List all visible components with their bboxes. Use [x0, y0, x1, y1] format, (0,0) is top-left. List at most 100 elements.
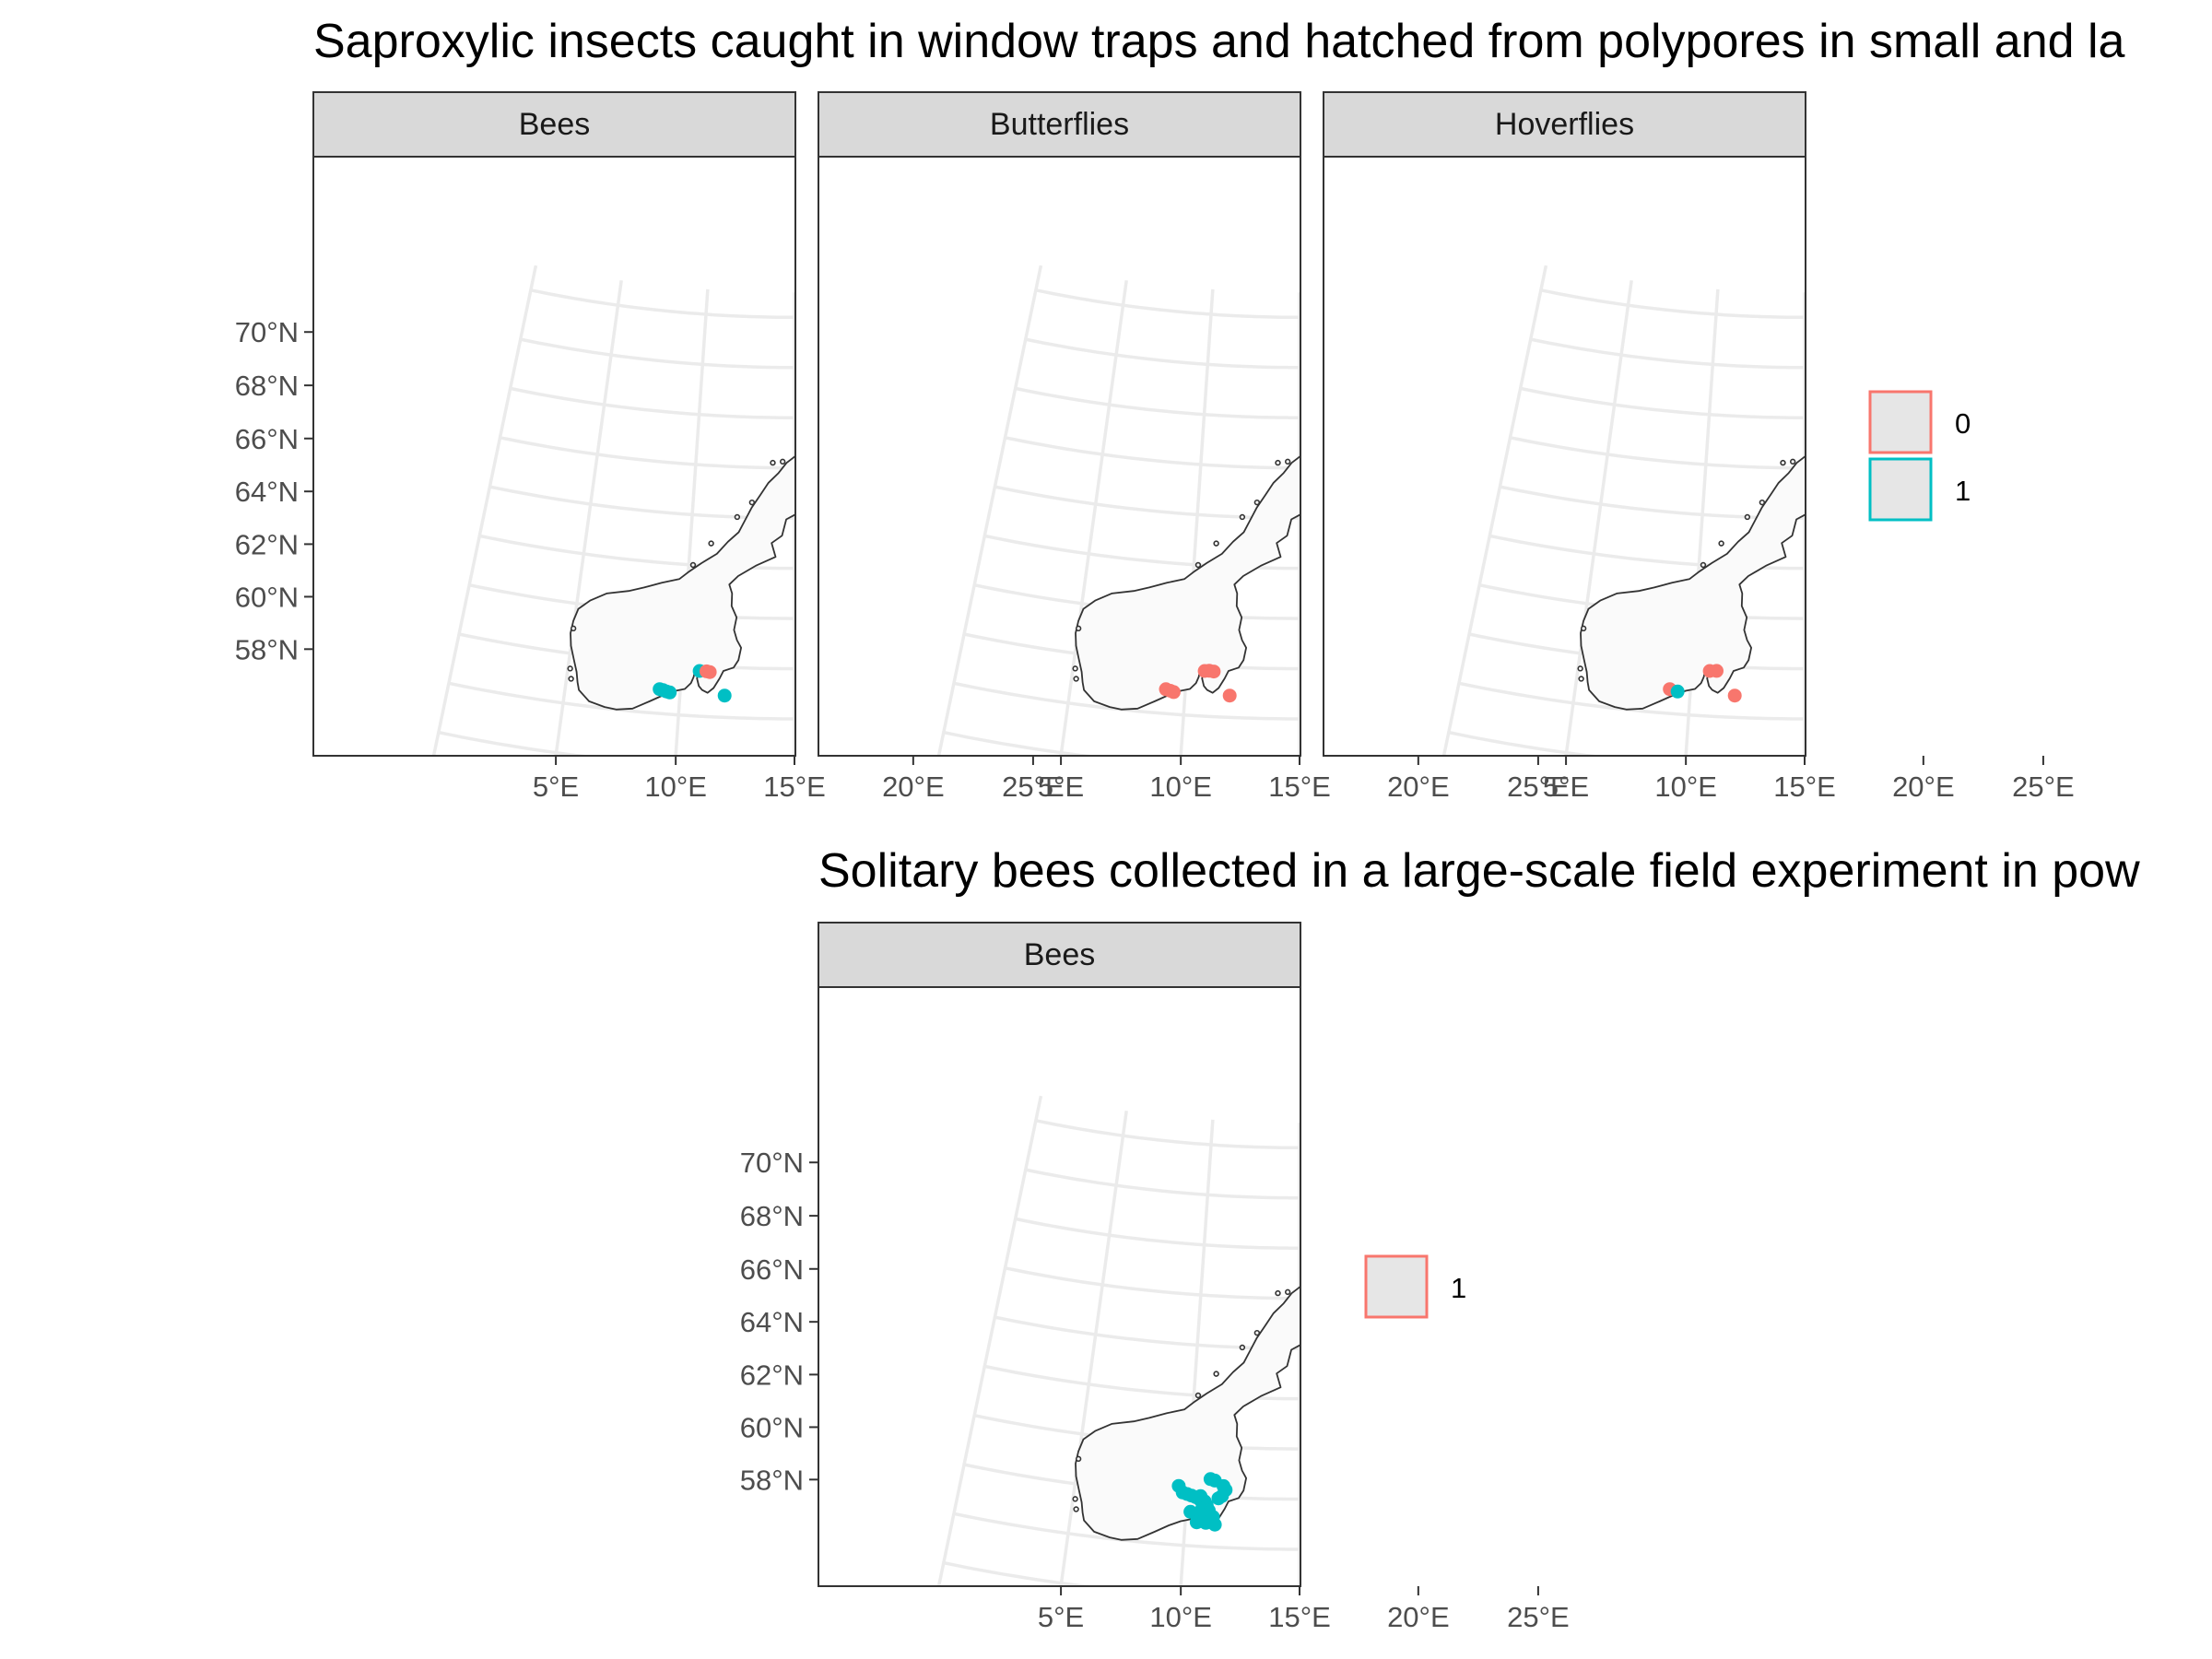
- island-shape: [1317, 1271, 1322, 1276]
- map-title-top: Saproxylic insects caught in window trap…: [313, 15, 2125, 68]
- lon-tick-label: 20°E: [1892, 771, 1955, 803]
- data-point-group-1: [1207, 1517, 1222, 1532]
- panel-border: [818, 156, 1301, 757]
- graticule-parallel: [1540, 288, 1806, 320]
- lat-tick-label: 60°N: [235, 581, 299, 613]
- lat-tick-label: 60°N: [740, 1411, 804, 1443]
- graticule-parallel: [520, 337, 795, 370]
- island-shape: [689, 561, 697, 569]
- island-shape: [1075, 1455, 1082, 1463]
- legend-key-1: 1: [1868, 457, 1971, 522]
- norway-outline: [1580, 454, 1806, 711]
- graticule-parallel: [973, 1413, 1300, 1451]
- island-shape: [1253, 1329, 1261, 1336]
- lat-tick-label: 68°N: [740, 1200, 804, 1232]
- graticule-parallel: [943, 1560, 1099, 1586]
- legend-key-1-bottom: 1: [1364, 1254, 1466, 1319]
- lat-tick-label: 62°N: [740, 1359, 804, 1391]
- lat-tick-label: 70°N: [235, 316, 299, 348]
- island-shape: [570, 625, 577, 632]
- island-shape: [1301, 451, 1306, 455]
- graticule-parallel: [1015, 386, 1300, 419]
- graticule-parallel: [1448, 730, 1604, 756]
- graticule-meridian: [968, 280, 1036, 777]
- island-shape: [1346, 428, 1350, 432]
- facet-label-butterflies: Butterflies: [990, 107, 1129, 142]
- lon-tick-label: 20°E: [882, 771, 945, 803]
- data-point-group-1: [1670, 684, 1685, 699]
- graticule-parallel: [530, 288, 795, 320]
- lon-tick-label: 15°E: [763, 771, 826, 803]
- data-point-group-0: [1710, 664, 1724, 678]
- facet-label-bees: Bees: [519, 107, 591, 142]
- island-shape: [1780, 459, 1786, 466]
- island-shape: [568, 676, 574, 682]
- lon-tick-label: 5°E: [1038, 1601, 1084, 1633]
- island-shape: [1577, 665, 1583, 672]
- graticule-parallel: [953, 1512, 1300, 1551]
- graticule-meridian: [554, 279, 623, 756]
- graticule-parallel: [983, 534, 1300, 571]
- graticule-meridian: [936, 1095, 1043, 1586]
- graticule-meridian: [1559, 1096, 1661, 1587]
- graticule-parallel: [1530, 337, 1806, 370]
- island-shape: [1346, 1258, 1350, 1263]
- graticule-parallel: [1005, 1266, 1300, 1300]
- data-point-group-0: [1222, 688, 1237, 703]
- graticule-parallel: [478, 534, 795, 571]
- lat-tick-label: 66°N: [235, 423, 299, 455]
- island-shape: [1284, 1288, 1291, 1296]
- data-point-group-0: [1206, 665, 1221, 679]
- island-shape: [1317, 441, 1322, 445]
- data-point-group-1: [1211, 1491, 1226, 1506]
- island-shape: [1194, 561, 1202, 569]
- lon-tick-label: 15°E: [1268, 771, 1331, 803]
- island-shape: [1759, 499, 1766, 506]
- island-shape: [1239, 513, 1246, 521]
- graticule-parallel: [963, 1463, 1300, 1501]
- lon-tick-label: 15°E: [1268, 1601, 1331, 1633]
- island-shape: [1789, 458, 1796, 465]
- legend-swatch-1: [1868, 457, 1933, 522]
- island-shape: [567, 665, 573, 672]
- island-shape: [1213, 1371, 1219, 1377]
- lat-tick-label: 62°N: [235, 528, 299, 560]
- graticule-parallel: [1468, 632, 1806, 671]
- graticule-parallel: [468, 582, 795, 620]
- graticule-meridian: [1059, 279, 1128, 756]
- island-shape: [1072, 665, 1078, 672]
- panel-border: [1323, 156, 1806, 757]
- island-shape: [1806, 451, 1811, 455]
- lon-tick-label: 15°E: [1773, 771, 1836, 803]
- island-shape: [1275, 1289, 1281, 1297]
- legend-key-0: 0: [1868, 390, 1971, 454]
- lat-tick-label: 58°N: [235, 633, 299, 665]
- panel-border: [818, 986, 1301, 1587]
- graticule-parallel: [1025, 1168, 1300, 1200]
- lon-tick-label: 10°E: [644, 771, 707, 803]
- graticule-parallel: [448, 681, 795, 721]
- graticule-meridian: [1564, 279, 1633, 756]
- facet-strip-butterflies: Butterflies: [818, 91, 1301, 158]
- graticule-parallel: [1510, 436, 1806, 470]
- island-shape: [1275, 459, 1281, 466]
- map-panel-hoverflies: [1323, 156, 1811, 757]
- graticule-parallel: [1458, 681, 1806, 721]
- norway-outline: [570, 454, 795, 711]
- island-shape: [734, 513, 741, 521]
- graticule-parallel: [1005, 436, 1300, 470]
- island-shape: [1744, 513, 1751, 521]
- graticule-meridian: [936, 265, 1043, 756]
- lon-tick-label: 20°E: [1387, 1601, 1450, 1633]
- island-shape: [1075, 625, 1082, 632]
- data-point-group-0: [1727, 688, 1742, 703]
- island-shape: [1213, 540, 1219, 547]
- island-shape: [865, 417, 869, 421]
- island-shape: [1578, 676, 1584, 682]
- graticule-meridian: [674, 288, 710, 756]
- graticule-meridian: [1386, 1120, 1420, 1620]
- lon-tick-label: 25°E: [2012, 771, 2075, 803]
- lat-tick-label: 64°N: [740, 1306, 804, 1338]
- island-shape: [1072, 1496, 1078, 1502]
- lat-tick-label: 68°N: [235, 370, 299, 402]
